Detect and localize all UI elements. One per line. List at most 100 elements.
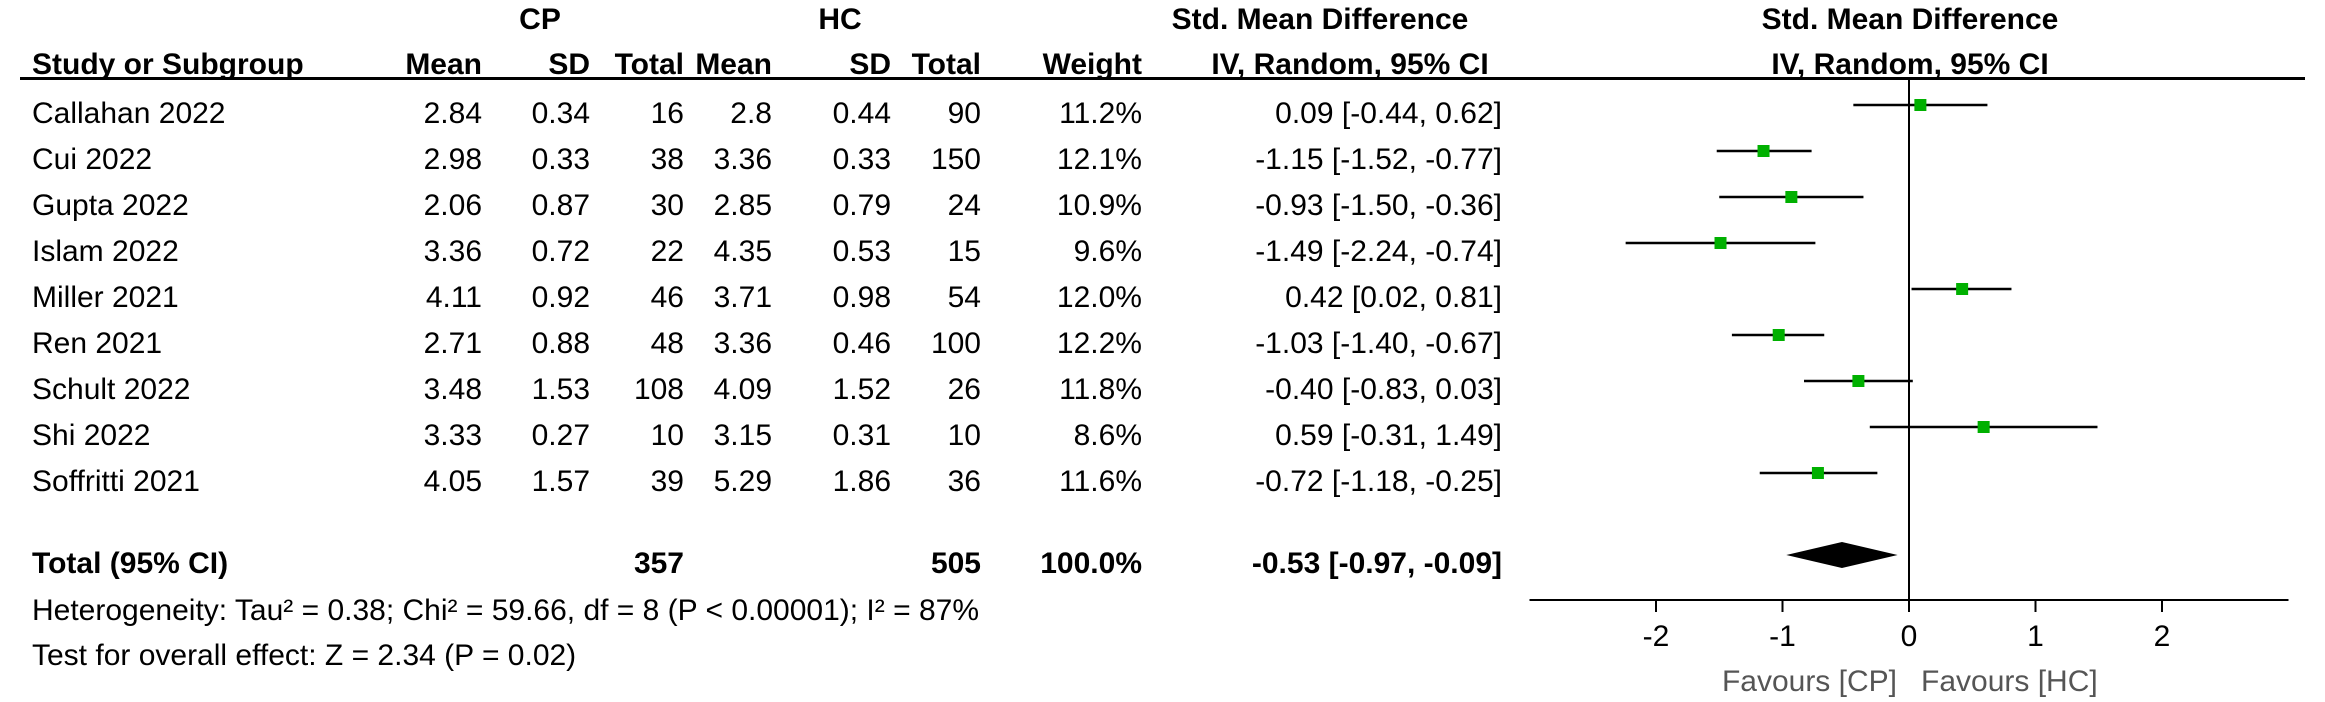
point-estimate-marker [1785, 191, 1798, 203]
cp-total: 39 [650, 465, 684, 498]
hc-sd-header: SD [849, 48, 891, 81]
cp-total: 22 [650, 235, 684, 268]
hc-total: 10 [947, 419, 981, 452]
cp-mean: 3.33 [423, 419, 482, 452]
cp-sd: 0.33 [531, 143, 590, 176]
study-weight: 11.6% [1059, 465, 1142, 498]
hc-total: 54 [947, 281, 981, 314]
x-tick-label: 0 [1901, 620, 1918, 653]
cp-group-header: CP [519, 3, 561, 36]
hc-mean: 3.36 [713, 327, 772, 360]
cp-total: 46 [650, 281, 684, 314]
cp-mean: 4.05 [423, 465, 482, 498]
study-ci: 0.42 [0.02, 0.81] [1285, 281, 1502, 314]
hc-total: 100 [930, 327, 981, 360]
study-ci: -1.03 [-1.40, -0.67] [1255, 327, 1502, 360]
total-weight: 100.0% [1040, 547, 1142, 580]
cp-mean: 2.84 [423, 97, 482, 130]
cp-sd: 1.53 [531, 373, 590, 406]
point-estimate-marker [1714, 237, 1727, 249]
weight-header: Weight [1042, 48, 1142, 81]
study-weight: 12.2% [1056, 327, 1142, 360]
cp-mean: 2.06 [423, 189, 482, 222]
point-estimate-marker [1914, 99, 1927, 111]
point-estimate-marker [1956, 283, 1969, 295]
cp-mean: 3.36 [423, 235, 482, 268]
study-weight: 12.1% [1056, 143, 1142, 176]
study-ci: 0.59 [-0.31, 1.49] [1275, 419, 1502, 452]
point-estimate-marker [1977, 421, 1990, 433]
study-ci: -0.93 [-1.50, -0.36] [1255, 189, 1502, 222]
hc-total-header: Total [911, 48, 981, 81]
study-ci: 0.09 [-0.44, 0.62] [1275, 97, 1502, 130]
study-weight: 9.6% [1073, 235, 1142, 268]
cp-total-header: Total [614, 48, 684, 81]
cp-sd: 0.27 [531, 419, 590, 452]
cp-sd: 0.88 [531, 327, 590, 360]
hc-sd: 1.52 [832, 373, 891, 406]
study-name: Miller 2021 [32, 281, 179, 314]
study-weight: 11.8% [1059, 373, 1142, 406]
hc-group-header: HC [818, 3, 862, 36]
hc-sd: 0.44 [832, 97, 891, 130]
cp-mean: 2.98 [423, 143, 482, 176]
hc-total: 36 [947, 465, 981, 498]
overall-effect-text: Test for overall effect: Z = 2.34 (P = 0… [32, 639, 577, 672]
hc-sd: 0.46 [832, 327, 891, 360]
hc-mean: 4.35 [713, 235, 772, 268]
study-name: Soffritti 2021 [32, 465, 200, 498]
study-name: Ren 2021 [32, 327, 163, 360]
hc-total-n: 505 [930, 547, 981, 580]
favours-cp-label: Favours [CP] [1722, 665, 1897, 698]
study-name: Callahan 2022 [32, 97, 226, 130]
hc-mean: 2.8 [730, 97, 772, 130]
cp-sd: 1.57 [531, 465, 590, 498]
hc-mean: 5.29 [713, 465, 772, 498]
hc-total: 24 [947, 189, 981, 222]
study-weight: 10.9% [1056, 189, 1142, 222]
plot-sub-header: IV, Random, 95% CI [1771, 48, 2049, 81]
cp-sd: 0.72 [531, 235, 590, 268]
cp-sd: 0.34 [531, 97, 590, 130]
hc-total: 150 [930, 143, 981, 176]
cp-sd: 0.92 [531, 281, 590, 314]
study-ci: -1.49 [-2.24, -0.74] [1255, 235, 1502, 268]
cp-mean: 4.11 [425, 281, 482, 314]
hc-sd: 0.79 [832, 189, 891, 222]
hc-total: 15 [947, 235, 981, 268]
total-ci: -0.53 [-0.97, -0.09] [1251, 547, 1502, 580]
hc-sd: 0.53 [832, 235, 891, 268]
cp-total: 16 [650, 97, 684, 130]
study-weight: 12.0% [1056, 281, 1142, 314]
study-ci: -1.15 [-1.52, -0.77] [1255, 143, 1502, 176]
smd-sub-header: IV, Random, 95% CI [1211, 48, 1489, 81]
study-name: Cui 2022 [32, 143, 153, 176]
study-name: Shi 2022 [32, 419, 151, 452]
heterogeneity-text: Heterogeneity: Tau² = 0.38; Chi² = 59.66… [32, 594, 979, 627]
study-name: Gupta 2022 [32, 189, 189, 222]
hc-mean: 3.71 [713, 281, 772, 314]
hc-mean: 2.85 [713, 189, 772, 222]
study-name: Islam 2022 [32, 235, 179, 268]
study-ci: -0.72 [-1.18, -0.25] [1255, 465, 1502, 498]
hc-mean: 4.09 [713, 373, 772, 406]
header-rule [20, 77, 2305, 80]
hc-total: 90 [947, 97, 981, 130]
hc-mean: 3.15 [713, 419, 772, 452]
cp-total-n: 357 [633, 547, 684, 580]
cp-total: 48 [650, 327, 684, 360]
cp-total: 108 [633, 373, 684, 406]
study-weight: 8.6% [1073, 419, 1142, 452]
x-tick-label: -2 [1643, 620, 1670, 653]
point-estimate-marker [1772, 329, 1785, 341]
hc-sd: 0.31 [832, 419, 891, 452]
plot-group-header: Std. Mean Difference [1761, 3, 2059, 36]
hc-mean: 3.36 [713, 143, 772, 176]
cp-total: 10 [650, 419, 684, 452]
study-ci: -0.40 [-0.83, 0.03] [1265, 373, 1502, 406]
favours-hc-label: Favours [HC] [1921, 665, 2098, 698]
cp-mean: 3.48 [423, 373, 482, 406]
smd-group-header: Std. Mean Difference [1171, 3, 1469, 36]
hc-sd: 0.33 [832, 143, 891, 176]
